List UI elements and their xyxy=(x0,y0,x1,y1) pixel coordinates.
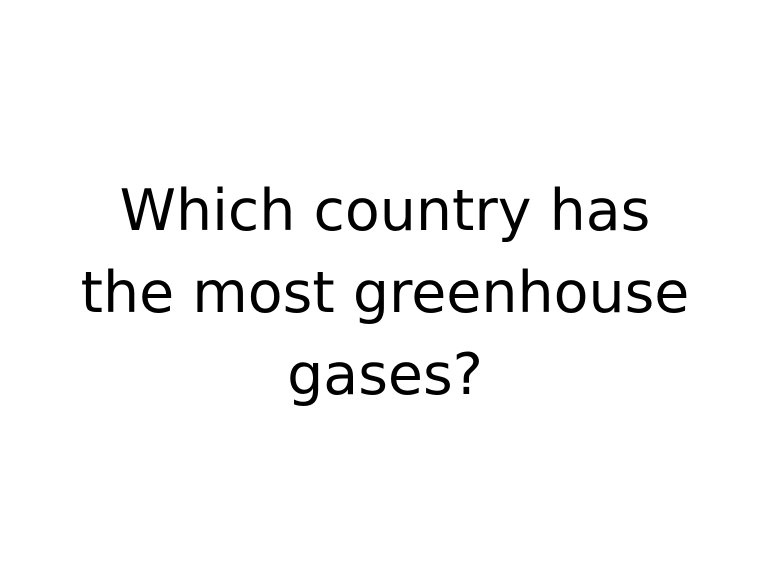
question-text: Which country has the most greenhouse ga… xyxy=(40,170,730,416)
question-line-1: Which country has xyxy=(119,178,651,244)
question-line-3: gases? xyxy=(287,342,483,408)
question-line-2: the most greenhouse xyxy=(80,260,690,326)
